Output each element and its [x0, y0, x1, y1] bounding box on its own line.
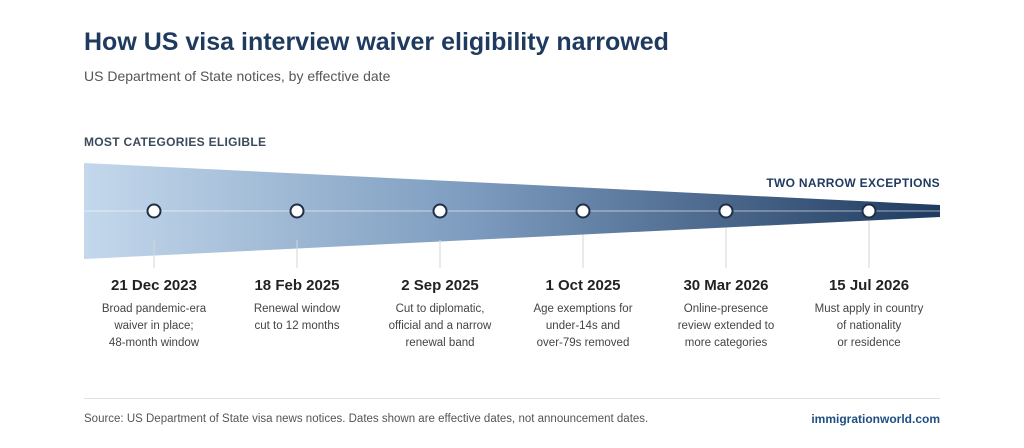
source-note: Source: US Department of State visa news… — [84, 413, 649, 425]
event-marker — [289, 203, 305, 219]
event-description: Cut to diplomatic, official and a narrow r… — [388, 303, 492, 349]
page-title: How US visa interview waiver eligibility… — [84, 28, 669, 56]
event-description: Must apply in country of nationality or re… — [814, 303, 924, 349]
funnel-shape — [84, 163, 940, 259]
event-description: Age exemptions for under-14s and over-79s … — [533, 303, 633, 349]
event-marker — [575, 203, 591, 219]
event-date: 15 Jul 2026 — [828, 277, 910, 294]
timeline-event: 1 Oct 2025 Age exemptions for under-14s an… — [508, 277, 658, 352]
timeline-event: 30 Mar 2026 Online-presence review extende… — [651, 277, 801, 352]
event-description: Renewal window cut to 12 months — [253, 303, 341, 332]
event-marker — [432, 203, 448, 219]
event-marker — [146, 203, 162, 219]
event-description: Broad pandemic-era waiver in place; 48-mon… — [101, 303, 207, 349]
event-marker — [718, 203, 734, 219]
event-date: 30 Mar 2026 — [683, 277, 769, 294]
timeline-event: 15 Jul 2026 Must apply in country of natio… — [794, 277, 944, 352]
event-date: 1 Oct 2025 — [545, 277, 621, 294]
event-date: 2 Sep 2025 — [401, 277, 479, 294]
event-description: Online-presence review extended to more ca… — [677, 303, 775, 349]
timeline-event: 2 Sep 2025 Cut to diplomatic, official and… — [365, 277, 515, 352]
funnel-end-label: TWO NARROW EXCEPTIONS — [766, 176, 940, 190]
footer-divider — [84, 398, 940, 399]
funnel-start-label: MOST CATEGORIES ELIGIBLE — [84, 135, 267, 149]
brand-link[interactable]: immigrationworld.com — [811, 412, 940, 426]
event-date: 21 Dec 2023 — [111, 277, 197, 294]
page-subtitle: US Department of State notices, by effec… — [84, 68, 391, 84]
event-marker — [861, 203, 877, 219]
event-date: 18 Feb 2025 — [254, 277, 340, 294]
timeline-event: 18 Feb 2025 Renewal window cut to 12 month… — [222, 277, 372, 335]
timeline-event: 21 Dec 2023 Broad pandemic-era waiver in p… — [79, 277, 229, 352]
